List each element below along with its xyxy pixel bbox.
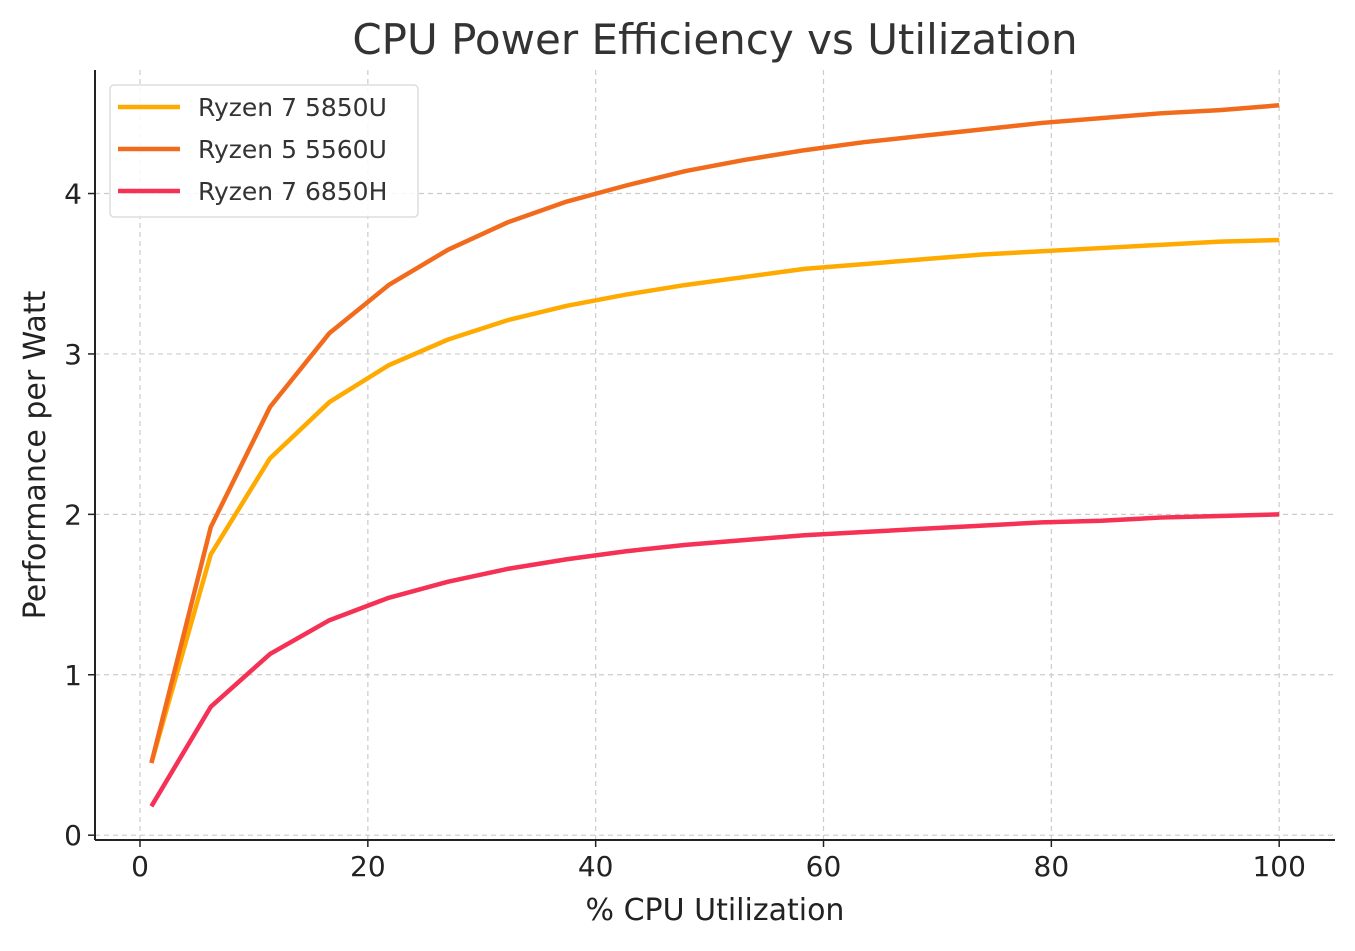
x-tick-label: 100	[1252, 850, 1305, 883]
x-axis-label: % CPU Utilization	[586, 893, 845, 928]
legend-label: Ryzen 5 5560U	[198, 135, 387, 164]
series-line-1	[149, 103, 1280, 764]
y-tick-label: 0	[64, 819, 82, 852]
tick-labels: 0 20 40 60 80 100 0 1 2 3 4	[64, 178, 1306, 883]
legend-box	[109, 84, 419, 218]
x-tick-label: 0	[131, 850, 149, 883]
y-tick-label: 3	[64, 338, 82, 371]
x-tick-label: 40	[578, 850, 614, 883]
y-tick-label: 4	[64, 178, 82, 211]
x-tick-label: 60	[806, 850, 842, 883]
y-tick-label: 1	[64, 659, 82, 692]
y-axis-label: Performance per Watt	[18, 290, 53, 619]
series-lines	[149, 103, 1280, 808]
y-tick-label: 2	[64, 498, 82, 531]
legend-label: Ryzen 7 6850H	[198, 177, 387, 206]
legend: Ryzen 7 5850U Ryzen 5 5560U Ryzen 7 6850H	[109, 84, 419, 218]
series-line-0	[149, 237, 1280, 764]
x-tick-label: 20	[350, 850, 386, 883]
chart-title: CPU Power Efficiency vs Utilization	[352, 15, 1077, 64]
x-tick-label: 80	[1034, 850, 1070, 883]
series-line-2	[149, 512, 1280, 808]
legend-label: Ryzen 7 5850U	[198, 93, 387, 122]
axes	[88, 70, 1335, 847]
